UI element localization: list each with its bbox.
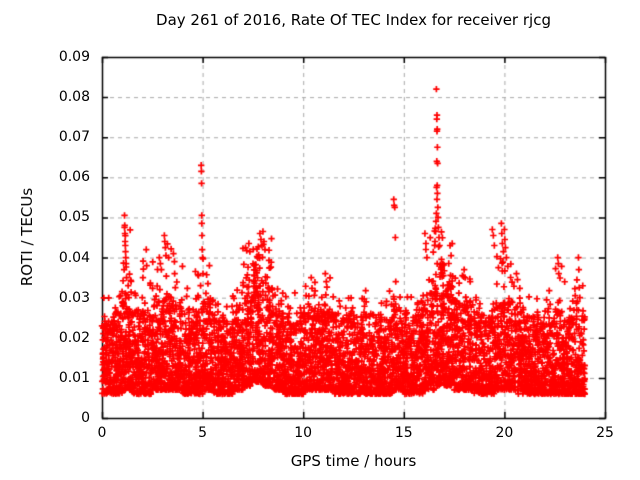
y-tick-label: 0.02 xyxy=(58,329,90,346)
y-tick-label: 0.01 xyxy=(58,369,90,386)
y-tick-label: 0 xyxy=(81,410,90,426)
x-tick-label: 25 xyxy=(596,425,614,441)
y-tick-label: 0.04 xyxy=(58,249,90,266)
chart-title: Day 261 of 2016, Rate Of TEC Index for r… xyxy=(156,11,551,29)
y-tick-label: 0.05 xyxy=(58,209,90,226)
x-axis-label: GPS time / hours xyxy=(290,452,417,470)
x-tick-label: 15 xyxy=(394,425,413,441)
y-tick-label: 0.03 xyxy=(58,289,90,306)
x-tick-label: 0 xyxy=(97,425,107,441)
x-tick-label: 10 xyxy=(294,425,313,441)
y-axis-label-text: ROTI / TECUs xyxy=(18,187,36,287)
x-tick-label: 20 xyxy=(495,425,514,441)
y-tick-label: 0.07 xyxy=(58,129,90,146)
y-tick-label: 0.06 xyxy=(58,169,90,186)
y-tick-label: 0.09 xyxy=(58,49,90,65)
y-tick-label: 0.08 xyxy=(58,89,90,106)
x-tick-label: 5 xyxy=(198,425,208,441)
